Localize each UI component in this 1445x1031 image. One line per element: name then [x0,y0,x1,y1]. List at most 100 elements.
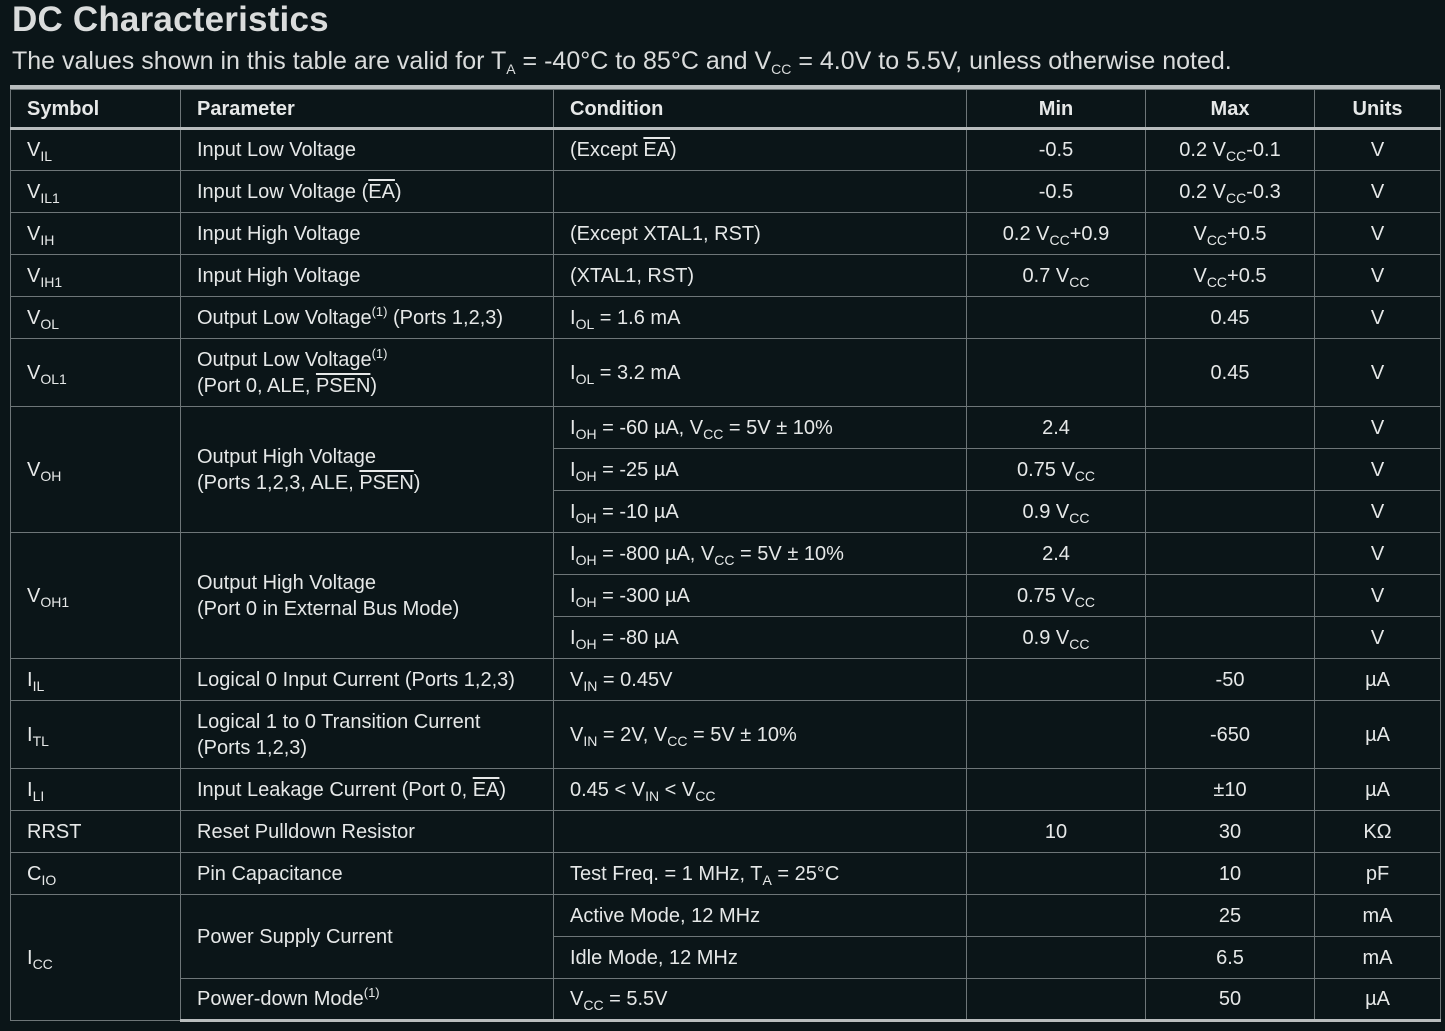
condition-cell: Active Mode, 12 MHz [553,894,967,937]
condition-cell: (Except EA) [553,128,967,171]
condition-cell: 0.45 < VIN < VCC [553,768,967,811]
parameter-cell: Output Low Voltage(1) (Port 0, ALE, PSEN) [180,338,554,407]
max-cell: -50 [1145,658,1315,701]
max-cell: 0.2 VCC-0.1 [1145,128,1315,171]
condition-cell: IOH = -25 µA [553,448,967,491]
header-parameter: Parameter [180,89,554,130]
table-row: VIL1 Input Low Voltage (EA) -0.5 0.2 VCC… [10,170,1441,213]
parameter-cell: Input Leakage Current (Port 0, EA) [180,768,554,811]
condition-cell: IOH = -10 µA [553,490,967,533]
symbol-cell: IIL [10,658,181,701]
min-cell [966,936,1146,979]
units-cell: mA [1314,894,1441,937]
parameter-cell: Input Low Voltage [180,128,554,171]
table-row: RRST Reset Pulldown Resistor 10 30 KΩ [10,810,1441,853]
units-cell: V [1314,490,1441,533]
max-cell [1145,406,1315,449]
max-cell: 25 [1145,894,1315,937]
symbol-cell: CIO [10,852,181,895]
symbol-cell: ICC [10,894,181,1021]
table-row: ILI Input Leakage Current (Port 0, EA) 0… [10,768,1441,811]
parameter-cell: Logical 0 Input Current (Ports 1,2,3) [180,658,554,701]
symbol-cell: ILI [10,768,181,811]
symbol-cell: VOL1 [10,338,181,407]
table-row: VIH1 Input High Voltage (XTAL1, RST) 0.7… [10,254,1441,297]
units-cell: µA [1314,768,1441,811]
min-cell [966,768,1146,811]
condition-cell: IOH = -800 µA, VCC = 5V ± 10% [553,532,967,575]
condition-cell: IOH = -300 µA [553,574,967,617]
parameter-cell: Input Low Voltage (EA) [180,170,554,213]
min-cell [966,296,1146,339]
parameter-cell: Output Low Voltage(1) (Ports 1,2,3) [180,296,554,339]
units-cell: mA [1314,936,1441,979]
units-cell: V [1314,128,1441,171]
max-cell: 0.45 [1145,296,1315,339]
parameter-cell: Input High Voltage [180,254,554,297]
table-row: VOL Output Low Voltage(1) (Ports 1,2,3) … [10,296,1441,339]
condition-cell: Test Freq. = 1 MHz, TA = 25°C [553,852,967,895]
max-cell [1145,448,1315,491]
min-cell [966,852,1146,895]
min-cell [966,978,1146,1022]
table-row: IOH = -10 µA 0.9 VCC V [11,490,1441,533]
max-cell: 0.2 VCC-0.3 [1145,170,1315,213]
table-row: IOH = -300 µA 0.75 VCC V [11,574,1441,617]
header-condition: Condition [553,89,967,130]
units-cell: V [1314,406,1441,449]
symbol-cell: VIL [10,128,181,171]
max-cell: VCC+0.5 [1145,212,1315,255]
parameter-cell: Pin Capacitance [180,852,554,895]
symbol-cell: VOH1 [10,532,181,659]
max-cell: 10 [1145,852,1315,895]
parameter-cell: Output High Voltage (Port 0 in External B… [180,532,554,659]
condition-cell: (Except XTAL1, RST) [553,212,967,255]
units-cell: V [1314,338,1441,407]
condition-cell: IOH = -60 µA, VCC = 5V ± 10% [553,406,967,449]
parameter-cell: Reset Pulldown Resistor [180,810,554,853]
table-row: Power-down Mode(1) VCC = 5.5V 50 µA [11,978,1441,1022]
min-cell: 0.9 VCC [966,616,1146,659]
units-cell: V [1314,448,1441,491]
min-cell: 2.4 [966,406,1146,449]
max-cell: ±10 [1145,768,1315,811]
min-cell [966,338,1146,407]
symbol-cell: RRST [10,810,181,853]
max-cell [1145,490,1315,533]
min-cell: 2.4 [966,532,1146,575]
units-cell: V [1314,170,1441,213]
condition-cell [553,170,967,213]
min-cell: 0.2 VCC+0.9 [966,212,1146,255]
condition-cell: VCC = 5.5V [553,978,967,1022]
symbol-cell: VIH1 [10,254,181,297]
max-cell [1145,532,1315,575]
min-cell: 0.75 VCC [966,448,1146,491]
min-cell [966,894,1146,937]
max-cell [1145,616,1315,659]
min-cell: 0.7 VCC [966,254,1146,297]
table-row: Idle Mode, 12 MHz 6.5 mA [11,936,1441,979]
condition-cell: (XTAL1, RST) [553,254,967,297]
max-cell: 6.5 [1145,936,1315,979]
units-cell: V [1314,296,1441,339]
condition-cell: VIN = 2V, VCC = 5V ± 10% [553,700,967,769]
max-cell: 50 [1145,978,1315,1022]
units-cell: pF [1314,852,1441,895]
units-cell: µA [1314,700,1441,769]
table-row: VOH1 Output High Voltage (Port 0 in Exter… [10,532,1441,659]
table-row: IOH = -25 µA 0.75 VCC V [11,448,1441,491]
min-cell [966,700,1146,769]
units-cell: µA [1314,978,1441,1022]
symbol-cell: VOL [10,296,181,339]
condition-cell: VIN = 0.45V [553,658,967,701]
units-cell: V [1314,212,1441,255]
parameter-cell: Power Supply Current [180,894,554,979]
validity-note: The values shown in this table are valid… [12,47,1232,77]
table-row: VIL Input Low Voltage (Except EA) -0.5 0… [10,128,1441,171]
parameter-cell: Logical 1 to 0 Transition Current (Ports … [180,700,554,769]
min-cell [966,658,1146,701]
units-cell: V [1314,532,1441,575]
table-row: VIH Input High Voltage (Except XTAL1, RS… [10,212,1441,255]
max-cell [1145,574,1315,617]
parameter-cell: Power-down Mode(1) [180,978,554,1022]
